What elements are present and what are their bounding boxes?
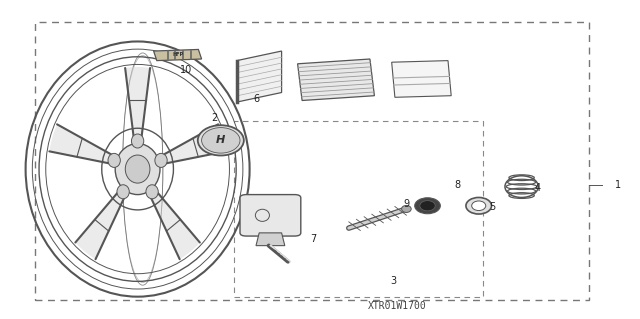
Ellipse shape xyxy=(402,205,412,212)
Text: 4: 4 xyxy=(534,183,541,193)
Text: HFP: HFP xyxy=(172,52,184,57)
Text: 6: 6 xyxy=(253,94,259,104)
Ellipse shape xyxy=(108,153,120,167)
Polygon shape xyxy=(156,124,226,165)
Text: 7: 7 xyxy=(310,234,317,244)
Ellipse shape xyxy=(146,185,158,199)
Ellipse shape xyxy=(472,201,486,211)
Polygon shape xyxy=(76,186,128,259)
Polygon shape xyxy=(147,186,200,259)
Polygon shape xyxy=(237,51,282,102)
Text: 10: 10 xyxy=(179,65,192,75)
Ellipse shape xyxy=(202,128,240,153)
Text: XTR01W1700: XTR01W1700 xyxy=(367,301,426,311)
Ellipse shape xyxy=(420,201,435,211)
Text: 3: 3 xyxy=(390,276,397,286)
Polygon shape xyxy=(298,59,374,100)
Text: H: H xyxy=(216,135,225,145)
Polygon shape xyxy=(256,233,285,246)
Ellipse shape xyxy=(415,198,440,214)
Text: 9: 9 xyxy=(403,199,410,209)
Polygon shape xyxy=(392,61,451,97)
Polygon shape xyxy=(49,124,120,165)
Bar xyxy=(234,121,483,297)
Ellipse shape xyxy=(115,144,160,195)
Ellipse shape xyxy=(198,125,244,155)
Polygon shape xyxy=(125,67,150,146)
Ellipse shape xyxy=(125,155,150,183)
Ellipse shape xyxy=(155,153,167,167)
FancyBboxPatch shape xyxy=(240,195,301,236)
Polygon shape xyxy=(154,49,202,61)
Bar xyxy=(35,22,589,300)
Ellipse shape xyxy=(131,134,144,148)
Ellipse shape xyxy=(117,185,129,199)
Text: 2: 2 xyxy=(211,113,218,123)
Text: 5: 5 xyxy=(490,202,496,212)
Text: 1: 1 xyxy=(614,180,621,190)
Text: 8: 8 xyxy=(454,180,461,190)
Ellipse shape xyxy=(466,197,492,214)
